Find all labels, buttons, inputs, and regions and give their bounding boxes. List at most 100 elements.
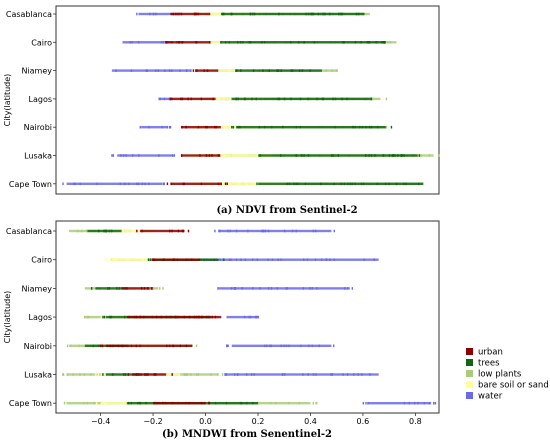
data-point-urban <box>172 344 174 348</box>
data-point-bare-soil-or-sand <box>104 401 107 405</box>
data-point-urban <box>185 258 187 261</box>
data-point-urban <box>190 97 192 101</box>
data-point-urban <box>187 229 190 233</box>
data-point-bare-soil-or-sand <box>223 154 225 157</box>
data-point-trees <box>403 154 405 157</box>
data-point-trees <box>291 69 294 72</box>
data-point-water <box>353 373 355 376</box>
data-point-bare-soil-or-sand <box>146 258 148 261</box>
data-point-trees <box>145 401 147 405</box>
data-point-water <box>179 69 181 72</box>
data-point-trees <box>223 12 225 16</box>
point-band-bare-soil-or-sand <box>191 97 259 101</box>
data-point-water <box>276 287 278 290</box>
data-point-urban <box>194 12 196 16</box>
data-point-trees <box>303 41 305 44</box>
data-point-urban <box>145 373 147 376</box>
data-point-urban <box>224 182 227 186</box>
data-point-urban <box>211 315 213 319</box>
data-point-low-plants <box>197 373 200 376</box>
data-point-trees <box>357 12 360 16</box>
data-point-low-plants <box>159 287 161 290</box>
data-point-water <box>159 97 161 101</box>
data-point-water <box>230 287 233 290</box>
data-point-bare-soil-or-sand <box>114 258 117 261</box>
data-point-urban <box>214 125 216 129</box>
data-point-bare-soil-or-sand <box>219 12 221 16</box>
point-band-water <box>122 41 174 44</box>
data-point-water <box>259 287 261 290</box>
data-point-trees <box>332 154 334 157</box>
data-point-trees <box>312 12 315 16</box>
data-point-water <box>291 229 294 233</box>
point-band-urban <box>126 315 222 319</box>
data-point-trees <box>107 287 109 290</box>
data-point-urban <box>153 373 155 376</box>
data-point-water <box>111 154 113 157</box>
data-point-water <box>138 154 140 157</box>
point-band-water <box>159 97 174 101</box>
data-point-trees <box>123 315 126 319</box>
data-point-trees <box>295 182 297 186</box>
data-point-water <box>270 287 273 290</box>
legend-label-water: water <box>478 392 503 402</box>
data-point-bare-soil-or-sand <box>112 258 114 261</box>
data-point-trees <box>231 125 233 129</box>
data-point-low-plants <box>221 373 224 376</box>
data-point-trees <box>298 41 300 44</box>
data-point-urban <box>195 315 198 319</box>
data-point-trees <box>329 12 331 16</box>
data-point-bare-soil-or-sand <box>103 401 106 405</box>
data-point-trees <box>359 125 361 129</box>
data-point-water <box>158 97 160 101</box>
caption-ndvi: (a) NDVI from Sentinel-2 <box>216 205 357 216</box>
data-point-trees <box>334 125 336 129</box>
x-tick-label: 0.8 <box>409 417 422 426</box>
data-point-trees <box>245 401 248 405</box>
data-point-water <box>312 373 315 376</box>
data-point-trees <box>370 97 372 101</box>
data-point-low-plants <box>66 373 69 376</box>
data-point-urban <box>198 315 200 319</box>
data-point-trees <box>130 401 133 405</box>
data-point-water <box>261 229 263 233</box>
data-point-urban <box>205 154 208 157</box>
data-point-low-plants <box>385 97 388 101</box>
data-point-water <box>428 401 431 405</box>
data-point-urban <box>139 344 141 348</box>
data-point-trees <box>397 154 399 157</box>
data-point-water <box>141 182 143 186</box>
data-point-bare-soil-or-sand <box>127 258 129 261</box>
data-point-trees <box>295 154 297 157</box>
data-point-water <box>315 229 317 233</box>
point-band-urban <box>132 373 167 376</box>
data-point-trees <box>276 69 278 72</box>
data-point-trees <box>388 154 391 157</box>
data-point-trees <box>375 41 377 44</box>
data-point-trees <box>213 258 215 261</box>
point-band-urban <box>170 182 221 185</box>
data-point-trees <box>305 12 307 16</box>
y-tick-label: Cairo <box>31 256 52 265</box>
y-tick-label: Lusaka <box>24 152 52 161</box>
data-point-water <box>163 182 165 186</box>
data-point-water <box>166 125 169 129</box>
data-point-water <box>131 41 133 44</box>
data-point-trees <box>354 125 356 129</box>
panel-mndwi: Casablanca Cairo Niamey Lagos Nairobi Lusaka C… <box>3 220 440 440</box>
data-point-low-plants <box>72 373 74 376</box>
data-point-trees <box>270 125 273 129</box>
point-band-water <box>205 258 379 261</box>
data-point-trees <box>390 125 393 129</box>
data-point-water <box>155 69 157 72</box>
data-point-low-plants <box>184 373 186 376</box>
data-point-trees <box>307 154 310 157</box>
data-point-trees <box>333 182 335 186</box>
data-point-trees <box>332 97 334 101</box>
data-point-bare-soil-or-sand <box>178 373 181 376</box>
data-point-trees <box>321 97 324 101</box>
data-point-water <box>168 97 171 101</box>
data-point-urban <box>146 287 149 290</box>
data-point-water <box>256 258 259 261</box>
y-tick-label: Nairobi <box>24 123 52 132</box>
